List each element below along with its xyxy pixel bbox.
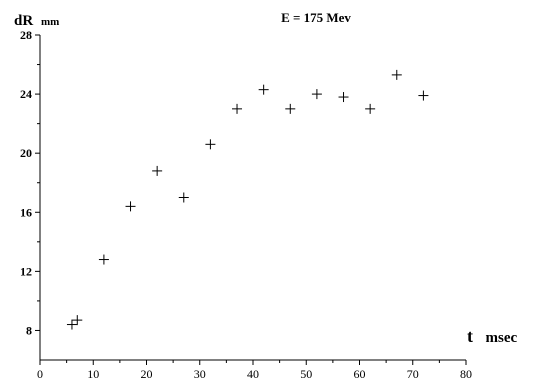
x-axis-label-unit: msec <box>486 330 518 346</box>
y-ticks: 8 12 16 20 24 28 <box>20 28 40 337</box>
data-point <box>152 165 163 176</box>
y-tick-label: 28 <box>20 28 32 42</box>
data-point <box>205 139 216 150</box>
data-point <box>338 92 349 103</box>
x-tick-label: 70 <box>407 367 419 381</box>
x-tick-label: 80 <box>460 367 472 381</box>
data-point <box>178 192 189 203</box>
x-tick-label: 10 <box>87 367 99 381</box>
data-points <box>66 69 429 330</box>
y-axis-label-unit: mm <box>41 16 59 28</box>
y-tick-label: 24 <box>20 87 32 101</box>
x-tick-label: 60 <box>354 367 366 381</box>
data-point <box>311 89 322 100</box>
x-tick-label: 50 <box>300 367 312 381</box>
y-tick-label: 12 <box>20 264 32 278</box>
axes <box>39 35 466 361</box>
x-tick-label: 30 <box>194 367 206 381</box>
x-tick-label: 40 <box>247 367 259 381</box>
data-point <box>125 201 136 212</box>
data-point <box>72 315 83 326</box>
x-axis-label-name: t <box>467 326 473 346</box>
y-tick-label: 8 <box>26 323 32 337</box>
data-point <box>98 254 109 265</box>
chart-title: E = 175 Mev <box>281 10 351 25</box>
x-axis-label: t msec <box>467 326 517 346</box>
data-point <box>365 103 376 114</box>
x-ticks: 0 10 20 30 40 50 60 70 80 <box>37 360 472 381</box>
data-point <box>66 319 77 330</box>
data-point <box>258 84 269 95</box>
y-tick-label: 16 <box>20 205 32 219</box>
data-point <box>285 103 296 114</box>
x-tick-label: 0 <box>37 367 43 381</box>
y-tick-label: 20 <box>20 146 32 160</box>
data-point <box>391 69 402 80</box>
y-axis-label-name: dR <box>14 13 33 29</box>
data-point <box>232 103 243 114</box>
data-point <box>418 90 429 101</box>
y-axis-label: dR mm <box>14 13 59 29</box>
x-tick-label: 20 <box>141 367 153 381</box>
